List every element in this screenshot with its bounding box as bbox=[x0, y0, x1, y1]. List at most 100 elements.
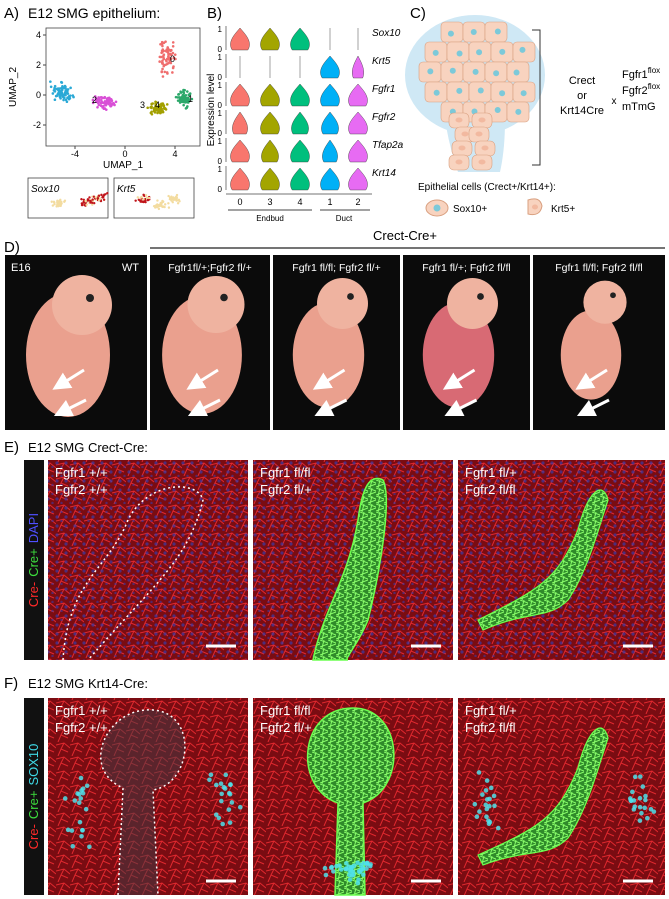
sox10-nucleus bbox=[219, 798, 224, 804]
sox10-nucleus bbox=[480, 792, 485, 797]
gene-label: Tfap2a bbox=[372, 140, 404, 151]
umap-point bbox=[63, 84, 67, 88]
umap-point bbox=[171, 51, 175, 55]
y-tick-label: 0 bbox=[218, 157, 223, 166]
sox10-nucleus bbox=[227, 820, 233, 825]
umap-point bbox=[188, 93, 192, 97]
y-tick-label: 4 bbox=[36, 30, 41, 40]
umap-point bbox=[171, 44, 175, 48]
violin bbox=[291, 111, 309, 135]
genotype-label: Fgfr1fl/+;Fgfr2 fl/+ bbox=[168, 262, 251, 274]
inset-point bbox=[91, 203, 94, 206]
umap-frame bbox=[45, 27, 201, 147]
side-bar bbox=[24, 460, 44, 660]
violin bbox=[322, 139, 338, 163]
sox10-nucleus bbox=[207, 777, 212, 783]
umap-ticks: -4 0 4 4 2 0 -2 bbox=[33, 30, 178, 159]
nucleus bbox=[433, 89, 440, 96]
umap-point bbox=[176, 99, 180, 102]
sox10-nucleus bbox=[474, 814, 480, 820]
umap-point bbox=[184, 101, 187, 104]
umap-point bbox=[169, 57, 173, 61]
inset-point bbox=[141, 200, 144, 203]
y-tick-label: -2 bbox=[33, 120, 41, 130]
group-label: Endbud bbox=[256, 214, 284, 223]
epithelium bbox=[477, 727, 609, 866]
genotype-label: Fgfr2 fl/+ bbox=[260, 482, 312, 497]
sox10-nucleus bbox=[484, 814, 489, 820]
sox10-nucleus bbox=[76, 792, 82, 797]
inset-point bbox=[134, 199, 137, 202]
embryo-head bbox=[187, 276, 245, 333]
sox10-nucleus bbox=[639, 810, 644, 816]
violin bbox=[230, 167, 250, 191]
umap-point bbox=[105, 101, 109, 105]
inset-point bbox=[139, 196, 142, 199]
inset-point bbox=[104, 193, 107, 196]
umap-point bbox=[166, 72, 169, 75]
genotype-label: Fgfr1 +/+ bbox=[55, 465, 108, 480]
cluster-label: 0 bbox=[237, 197, 242, 207]
legend-label: Krt5+ bbox=[551, 204, 575, 215]
sox10-nucleus bbox=[213, 782, 219, 788]
sox10-nucleus bbox=[62, 796, 68, 801]
sox10-nucleus bbox=[476, 770, 482, 775]
sox10-nucleus bbox=[79, 834, 84, 839]
sox10-nucleus bbox=[483, 788, 489, 793]
inset-label: Sox10 bbox=[31, 184, 60, 195]
allele-sup: flox bbox=[648, 82, 660, 91]
arrow bbox=[576, 398, 610, 417]
y-tick-label: 0 bbox=[218, 185, 223, 194]
umap-point bbox=[53, 86, 56, 90]
sox10-nucleus bbox=[322, 865, 328, 871]
genotype-label: Fgfr1 fl/+; Fgfr2 fl/fl bbox=[422, 262, 510, 274]
panel-label: C) bbox=[410, 5, 426, 22]
umap-point bbox=[167, 55, 170, 58]
umap-point bbox=[161, 75, 165, 78]
embryo-head bbox=[447, 278, 498, 329]
nucleus bbox=[427, 68, 434, 75]
violin bbox=[290, 167, 310, 191]
legend-icon bbox=[532, 204, 538, 210]
umap-point bbox=[69, 86, 72, 90]
genotype-label: Fgfr1 fl/+ bbox=[465, 465, 517, 480]
group-header: Crect-Cre+ bbox=[373, 228, 437, 243]
arrow bbox=[186, 368, 219, 390]
inset-point bbox=[167, 202, 170, 205]
inset-point bbox=[144, 194, 148, 197]
sox10-nucleus bbox=[644, 815, 650, 821]
y-tick-label: 2 bbox=[36, 60, 41, 70]
umap-point bbox=[178, 101, 182, 104]
violin bbox=[290, 139, 310, 163]
umap-point bbox=[150, 102, 153, 106]
embryo-eye bbox=[220, 293, 228, 302]
nucleus bbox=[470, 29, 477, 36]
umap-point bbox=[104, 108, 108, 111]
y-tick-label: 0 bbox=[218, 45, 223, 54]
sox10-nucleus bbox=[216, 815, 222, 821]
inset-point bbox=[83, 203, 86, 207]
nucleus bbox=[455, 117, 463, 123]
cluster-label: 3 bbox=[267, 197, 272, 207]
umap-point bbox=[161, 109, 164, 113]
inset-point bbox=[84, 200, 87, 203]
violin bbox=[320, 83, 340, 107]
sox10-nucleus bbox=[213, 812, 219, 817]
inset-point bbox=[51, 204, 55, 207]
sox10-nucleus bbox=[65, 827, 71, 833]
violin bbox=[320, 167, 340, 191]
umap-point bbox=[106, 98, 110, 101]
umap-point bbox=[58, 95, 62, 99]
violin bbox=[230, 27, 250, 51]
side-bar bbox=[24, 698, 44, 895]
umap-point bbox=[158, 60, 161, 63]
umap-point bbox=[186, 90, 189, 93]
umap-point bbox=[160, 51, 163, 55]
channel-label: Cre- Cre+ DAPI bbox=[26, 513, 41, 607]
sox10-nucleus bbox=[643, 793, 648, 799]
cross-label: or bbox=[577, 90, 587, 102]
violin bbox=[260, 83, 280, 107]
violin bbox=[290, 83, 310, 107]
sox10-nucleus bbox=[638, 774, 643, 779]
inset-point bbox=[176, 199, 179, 202]
